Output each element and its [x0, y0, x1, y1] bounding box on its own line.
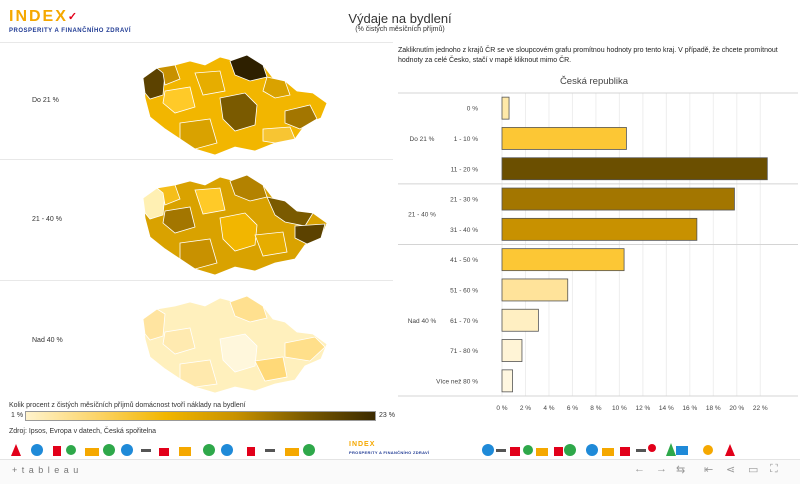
- bar: [501, 187, 735, 211]
- bar: [501, 96, 510, 120]
- map-row-nad40: Nad 40 %: [0, 280, 393, 396]
- x-tick-label: 2 %: [520, 405, 531, 412]
- legend-min: 1 %: [11, 412, 24, 419]
- czech-map-21-40[interactable]: [135, 160, 335, 281]
- tableau-brand[interactable]: + t a b l e a u: [12, 465, 80, 475]
- bar: [501, 248, 625, 272]
- decorative-icons-right: [482, 443, 735, 456]
- dashboard-subtitle: (% čistých měsíčních příjmů): [355, 26, 445, 33]
- x-tick-label: 10 %: [612, 405, 627, 412]
- map-row-label: Do 21 %: [32, 97, 59, 104]
- decorative-icons-left: [11, 444, 315, 456]
- reset-icon[interactable]: ⇤: [704, 464, 714, 476]
- group-label: Nad 40 %: [408, 318, 437, 325]
- category-label: 71 - 80 %: [450, 348, 478, 355]
- source-note: Zdroj: Ipsos, Evropa v datech, Česká spo…: [9, 428, 157, 435]
- index-logo-small: INDEX PROSPERITY A FINANČNÍHO ZDRAVÍ: [349, 441, 429, 455]
- x-tick-label: 16 %: [682, 405, 697, 412]
- x-tick-label: 22 %: [753, 405, 768, 412]
- category-label: Více než 80 %: [436, 378, 478, 385]
- czech-map-do21[interactable]: [135, 43, 335, 160]
- index-logo: INDEX✓ PROSPERITY A FINANČNÍHO ZDRAVÍ: [9, 8, 131, 34]
- x-tick-label: 20 %: [729, 405, 744, 412]
- x-tick-label: 0 %: [496, 405, 507, 412]
- revert-icon[interactable]: ⇆: [676, 464, 686, 476]
- redo-icon[interactable]: →: [656, 463, 667, 475]
- map-row-label: 21 - 40 %: [32, 216, 62, 223]
- fullscreen-icon[interactable]: ⛶: [770, 463, 778, 475]
- bar-chart: Česká republika 0 % 2 % 4 % 6 % 8 % 10 % 12 % 14…: [398, 76, 798, 412]
- bar: [501, 369, 513, 393]
- category-label: 61 - 70 %: [450, 318, 478, 325]
- map-row-21-40: 21 - 40 %: [0, 159, 393, 280]
- download-icon[interactable]: ▭: [748, 464, 759, 476]
- category-label: 21 - 30 %: [450, 197, 478, 204]
- x-tick-label: 18 %: [706, 405, 721, 412]
- chart-title: Česká republika: [560, 76, 629, 87]
- group-label: Do 21 %: [410, 136, 435, 143]
- czech-map-nad40[interactable]: [135, 281, 335, 397]
- category-label: 51 - 60 %: [450, 287, 478, 294]
- region-maps: Do 21 % 21 - 40 %: [0, 42, 393, 396]
- bar: [501, 157, 768, 181]
- x-tick-label: 8 %: [590, 405, 601, 412]
- logo-word: INDEX: [9, 8, 68, 25]
- dashboard-title: Výdaje na bydlení: [348, 11, 452, 26]
- logo-subtitle-small: PROSPERITY A FINANČNÍHO ZDRAVÍ: [349, 450, 430, 455]
- legend-max: 23 %: [379, 412, 395, 419]
- map-row-label: Nad 40 %: [32, 337, 63, 344]
- share-icon[interactable]: ⋖: [726, 464, 736, 476]
- x-tick-label: 14 %: [659, 405, 674, 412]
- category-label: 31 - 40 %: [450, 227, 478, 234]
- x-tick-label: 6 %: [567, 405, 578, 412]
- bar: [501, 127, 627, 150]
- bar: [501, 217, 698, 241]
- logo-subtitle: PROSPERITY A FINANČNÍHO ZDRAVÍ: [9, 28, 132, 34]
- bar: [501, 339, 523, 362]
- category-label: 0 %: [467, 106, 478, 113]
- tableau-toolbar: + t a b l e a u ← → ⇆ ⇤ ⋖ ▭ ⛶: [0, 459, 800, 484]
- x-tick-label: 4 %: [543, 405, 554, 412]
- bar: [501, 278, 569, 302]
- logo-word-small: INDEX: [349, 441, 376, 448]
- category-label: 1 - 10 %: [454, 136, 478, 143]
- bar: [501, 308, 539, 332]
- undo-icon[interactable]: ←: [634, 463, 645, 475]
- logo-check-icon: ✓: [67, 11, 80, 23]
- legend-title: Kolik procent z čistých měsíčních příjmů…: [9, 402, 246, 409]
- x-tick-label: 12 %: [635, 405, 650, 412]
- map-row-do21: Do 21 %: [0, 42, 393, 159]
- group-label: 21 - 40 %: [408, 212, 436, 219]
- color-legend-bar: [25, 411, 376, 421]
- category-label: 11 - 20 %: [451, 166, 479, 173]
- instruction-text: Zakliknutím jednoho z krajů ČR se ve slo…: [398, 47, 778, 64]
- category-label: 41 - 50 %: [450, 257, 478, 264]
